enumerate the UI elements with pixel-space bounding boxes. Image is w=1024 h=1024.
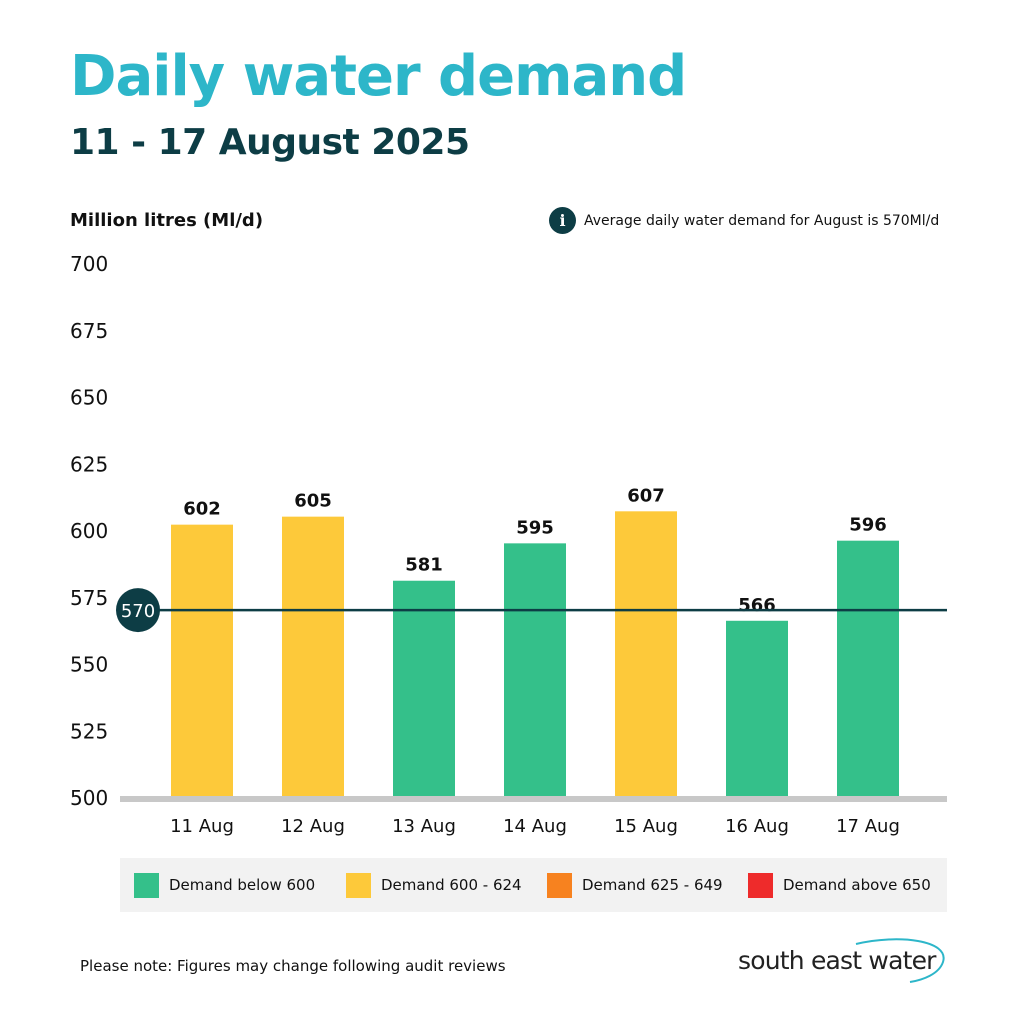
logo-text: south east water bbox=[738, 946, 936, 975]
bar bbox=[171, 524, 233, 797]
bar bbox=[393, 580, 455, 797]
legend-swatch bbox=[134, 872, 159, 898]
info-icon: i bbox=[549, 207, 576, 234]
bar-value-label: 596 bbox=[849, 515, 887, 536]
south-east-water-logo: south east water bbox=[738, 936, 950, 984]
bar bbox=[282, 516, 344, 797]
y-tick-label: 575 bbox=[70, 586, 108, 610]
legend: Demand below 600 Demand 600 - 624 Demand 6… bbox=[120, 858, 947, 912]
legend-label: Demand 600 - 624 bbox=[381, 876, 522, 894]
bar-value-label: 566 bbox=[738, 595, 776, 616]
legend-label: Demand above 650 bbox=[783, 876, 931, 894]
x-tick-label: 11 Aug bbox=[170, 816, 234, 837]
y-tick-label: 700 bbox=[70, 252, 108, 276]
x-tick-label: 17 Aug bbox=[836, 816, 900, 837]
x-axis-line bbox=[120, 796, 947, 802]
y-tick-label: 675 bbox=[70, 319, 108, 343]
legend-swatch bbox=[346, 872, 371, 898]
logo-swoosh-icon bbox=[855, 938, 945, 983]
average-marker bbox=[116, 588, 160, 633]
legend-item: Demand above 650 bbox=[748, 872, 931, 898]
y-tick-label: 500 bbox=[70, 786, 108, 810]
legend-item: Demand below 600 bbox=[134, 872, 316, 898]
x-tick-label: 15 Aug bbox=[614, 816, 678, 837]
y-tick-label: 550 bbox=[70, 653, 108, 677]
chart-subtitle: 11 - 17 August 2025 bbox=[70, 122, 470, 163]
average-note: i Average daily water demand for August … bbox=[549, 207, 939, 234]
footnote: Please note: Figures may change followin… bbox=[80, 957, 506, 975]
y-axis-label: Million litres (Ml/d) bbox=[70, 210, 264, 231]
bar bbox=[615, 511, 677, 797]
x-tick-label: 12 Aug bbox=[281, 816, 345, 837]
legend-label: Demand 625 - 649 bbox=[582, 876, 723, 894]
bar bbox=[504, 543, 566, 797]
x-tick-label: 16 Aug bbox=[725, 816, 789, 837]
bar-value-label: 607 bbox=[627, 485, 665, 506]
legend-item: Demand 600 - 624 bbox=[346, 872, 522, 898]
chart-title: Daily water demand bbox=[70, 44, 687, 109]
average-note-text: Average daily water demand for August is… bbox=[584, 212, 940, 229]
legend-item: Demand 625 - 649 bbox=[547, 872, 723, 898]
bar bbox=[837, 540, 899, 797]
x-tick-label: 14 Aug bbox=[503, 816, 567, 837]
y-tick-label: 600 bbox=[70, 519, 108, 543]
legend-swatch bbox=[547, 872, 572, 898]
legend-label: Demand below 600 bbox=[169, 876, 316, 894]
bar bbox=[726, 620, 788, 797]
average-marker-label: 570 bbox=[121, 601, 155, 622]
y-tick-label: 525 bbox=[70, 719, 108, 743]
x-tick-label: 13 Aug bbox=[392, 816, 456, 837]
y-tick-label: 625 bbox=[70, 452, 108, 476]
y-tick-label: 650 bbox=[70, 386, 108, 410]
bar-value-label: 581 bbox=[405, 555, 443, 576]
bar-value-label: 605 bbox=[294, 491, 332, 512]
legend-swatch bbox=[748, 872, 773, 898]
bar-value-label: 595 bbox=[516, 517, 554, 538]
bar-value-label: 602 bbox=[183, 499, 221, 520]
